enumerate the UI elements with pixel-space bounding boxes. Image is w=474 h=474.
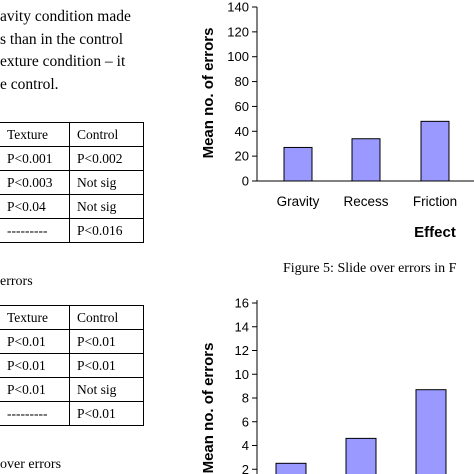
bar xyxy=(420,120,450,182)
y-tick-label: 6 xyxy=(242,414,249,429)
table-cell: Not sig xyxy=(69,377,144,402)
table-cell: P<0.01 xyxy=(69,353,144,378)
x-category-label: Friction xyxy=(413,194,457,209)
table-cell: P<0.01 xyxy=(0,377,70,402)
significance-table-1: Texture Control P<0.001 P<0.002 P<0.003 … xyxy=(0,122,144,243)
table-cell: P<0.01 xyxy=(69,329,144,354)
chart-1: 0 20 40 60 80 100 120 140 Gravity Recess Friction E… xyxy=(200,0,474,241)
table-row: P<0.01 P<0.01 xyxy=(0,329,144,354)
bar xyxy=(415,389,447,474)
table-cell: --------- xyxy=(0,401,70,426)
y-tick-label: 4 xyxy=(242,438,249,453)
bar xyxy=(283,146,313,182)
table-header-cell: Control xyxy=(69,122,144,147)
table-row: P<0.001 P<0.002 xyxy=(0,146,144,171)
table-1-caption: errors xyxy=(0,274,33,289)
table-header-row: Texture Control xyxy=(0,122,144,147)
x-category-label: Gravity xyxy=(277,194,320,209)
table-2-caption: over errors xyxy=(0,457,62,472)
body-text-line: exture condition – it xyxy=(0,53,126,70)
y-tick-label: 12 xyxy=(235,343,249,358)
chart-2: 2 4 6 8 10 12 14 16 Mean no. of errors xyxy=(200,296,447,474)
body-text-line: e control. xyxy=(0,75,59,93)
x-category-label: Recess xyxy=(343,194,388,209)
body-text-line: s than in the control xyxy=(0,30,124,48)
y-axis-title: Mean no. of errors xyxy=(200,28,217,159)
y-tick-label: 0 xyxy=(242,174,249,189)
table-header-cell: Control xyxy=(69,305,144,330)
bar xyxy=(351,138,381,182)
table-cell: P<0.003 xyxy=(0,170,70,195)
y-tick-label: 40 xyxy=(235,124,249,139)
table-header-cell: Texture xyxy=(0,305,70,330)
table-cell: P<0.01 xyxy=(69,401,144,426)
figure-5-caption: Figure 5: Slide over errors in F xyxy=(283,261,457,276)
bar xyxy=(345,437,377,474)
y-tick-label: 20 xyxy=(235,149,249,164)
table-cell: P<0.016 xyxy=(69,218,144,243)
y-axis-title: Mean no. of errors xyxy=(200,343,217,474)
body-text-line: avity condition made xyxy=(0,8,131,25)
y-tick-label: 10 xyxy=(235,367,249,382)
body-text: avity condition made s than in the contr… xyxy=(0,6,200,96)
table-row: --------- P<0.01 xyxy=(0,401,144,426)
y-tick-label: 100 xyxy=(227,49,249,64)
table-cell: P<0.01 xyxy=(0,329,70,354)
table-row: P<0.01 P<0.01 xyxy=(0,353,144,378)
table-cell: P<0.04 xyxy=(0,194,70,219)
table-cell: --------- xyxy=(0,218,70,243)
table-header-cell: Texture xyxy=(0,122,70,147)
y-tick-label: 60 xyxy=(235,99,249,114)
table-row: P<0.01 Not sig xyxy=(0,377,144,402)
table-cell: Not sig xyxy=(69,170,144,195)
bar xyxy=(275,462,307,474)
y-tick-label: 80 xyxy=(235,74,249,89)
table-cell: Not sig xyxy=(69,194,144,219)
y-tick-label: 140 xyxy=(227,0,249,15)
table-cell: P<0.002 xyxy=(69,146,144,171)
x-axis-title: Effect xyxy=(414,224,456,241)
table-row: P<0.003 Not sig xyxy=(0,170,144,195)
y-tick-label: 14 xyxy=(235,319,249,334)
y-tick-label: 120 xyxy=(227,24,249,39)
y-tick-label: 8 xyxy=(242,391,249,406)
table-cell: P<0.01 xyxy=(0,353,70,378)
y-tick-label: 16 xyxy=(235,296,249,311)
table-cell: P<0.001 xyxy=(0,146,70,171)
significance-table-2: Texture Control P<0.01 P<0.01 P<0.01 P<0… xyxy=(0,305,144,426)
table-row: --------- P<0.016 xyxy=(0,218,144,243)
table-row: P<0.04 Not sig xyxy=(0,194,144,219)
table-header-row: Texture Control xyxy=(0,305,144,330)
y-tick-label: 2 xyxy=(242,462,249,474)
